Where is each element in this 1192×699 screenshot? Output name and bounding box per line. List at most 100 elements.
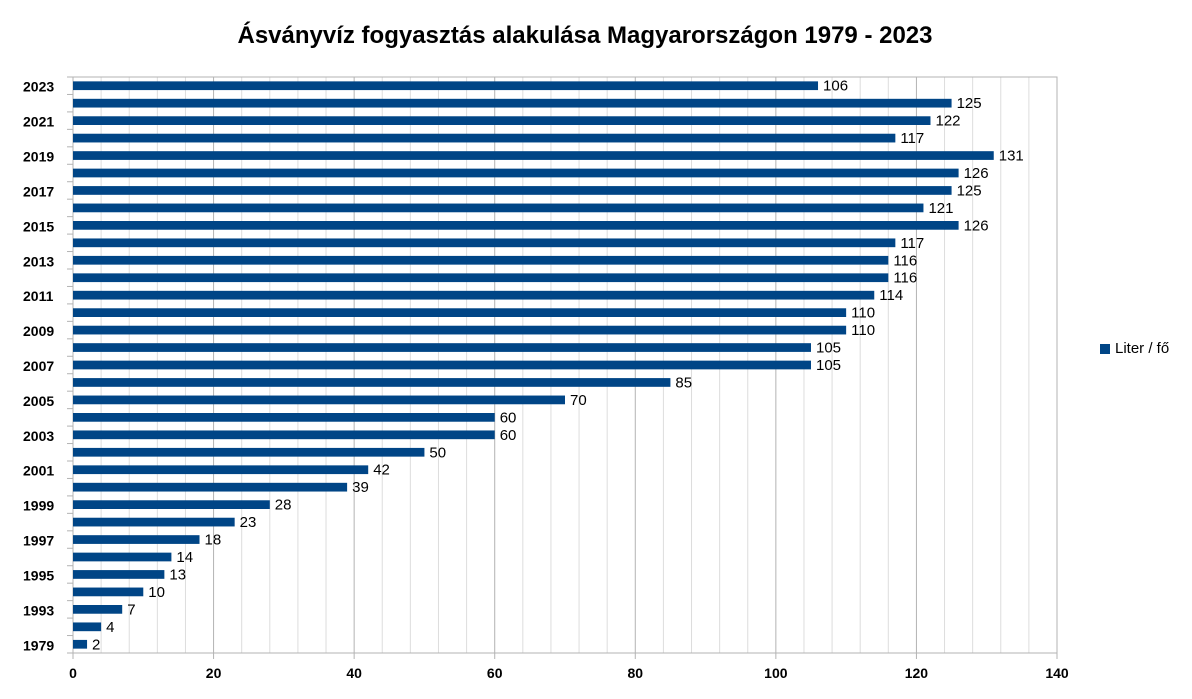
y-tick-label: 2023 — [23, 79, 54, 95]
y-tick-label: 2005 — [23, 393, 54, 409]
value-label: 18 — [205, 532, 222, 549]
x-tick-label: 140 — [1045, 665, 1069, 681]
bar — [73, 238, 896, 248]
x-tick-label: 20 — [206, 665, 222, 681]
value-label: 106 — [823, 78, 848, 95]
value-label: 122 — [935, 113, 960, 130]
chart-title: Ásványvíz fogyasztás alakulása Magyarors… — [237, 22, 933, 49]
y-tick-label: 2001 — [23, 463, 54, 479]
bar — [73, 500, 270, 509]
bar — [73, 203, 924, 213]
y-tick-label: 2019 — [23, 149, 54, 165]
value-label: 125 — [957, 182, 982, 199]
value-label: 131 — [999, 148, 1024, 165]
y-tick-label: 2011 — [23, 288, 54, 304]
value-label: 114 — [879, 287, 903, 304]
bar — [73, 360, 811, 370]
bar — [73, 133, 896, 143]
bar — [73, 447, 425, 457]
y-tick-label: 2017 — [23, 183, 54, 199]
value-label: 70 — [570, 392, 587, 409]
value-label: 110 — [851, 322, 875, 339]
bar — [73, 378, 671, 387]
value-label: 117 — [900, 130, 924, 147]
bar — [73, 255, 889, 265]
value-label: 50 — [429, 444, 446, 461]
value-label: 42 — [373, 462, 390, 479]
bar — [73, 151, 994, 160]
value-label: 105 — [816, 340, 841, 357]
y-tick-label: 1999 — [23, 498, 54, 514]
bar — [73, 81, 819, 91]
y-tick-label: 2013 — [23, 253, 54, 269]
bar — [73, 552, 172, 562]
legend: Liter / fő — [1100, 340, 1169, 357]
bar — [73, 570, 165, 579]
value-label: 85 — [675, 374, 692, 391]
y-tick-label: 2007 — [23, 358, 54, 374]
value-label: 10 — [148, 584, 165, 601]
bar — [73, 465, 369, 475]
value-label: 13 — [169, 566, 186, 583]
y-tick-label: 2021 — [23, 114, 54, 130]
value-label: 7 — [127, 601, 135, 618]
legend-label: Liter / fő — [1115, 340, 1170, 357]
y-axis-tick-labels: 2023 2021 2019 2017 2015 2013 2011 2009 2007 2005… — [23, 79, 54, 654]
legend-swatch — [1100, 343, 1110, 354]
bar — [73, 325, 847, 335]
value-label: 105 — [816, 357, 841, 374]
y-tick-label: 1993 — [23, 602, 54, 618]
bar — [73, 430, 495, 440]
value-label: 23 — [240, 514, 257, 531]
bar — [73, 482, 348, 492]
bar — [73, 413, 495, 422]
bar — [73, 535, 200, 544]
bar — [73, 98, 952, 108]
bar — [73, 290, 875, 300]
value-label: 110 — [851, 305, 875, 322]
value-label: 116 — [893, 252, 917, 269]
bar — [73, 395, 565, 405]
bar — [73, 343, 811, 352]
bar — [73, 587, 144, 597]
y-tick-label: 2003 — [23, 428, 54, 444]
value-labels: 1061251221171311261251211261171161161141… — [92, 78, 1024, 654]
value-label: 14 — [176, 549, 193, 566]
x-axis-tick-labels: 0 20 40 60 80 100 120 140 — [69, 665, 1069, 681]
value-label: 60 — [500, 427, 517, 444]
value-label: 121 — [928, 200, 953, 217]
value-label: 126 — [964, 165, 989, 182]
value-label: 4 — [106, 619, 114, 636]
bar — [73, 622, 102, 632]
bar — [73, 116, 931, 125]
x-tick-label: 100 — [764, 665, 788, 681]
bars — [73, 81, 994, 649]
y-tick-label: 1995 — [23, 567, 54, 583]
x-tick-label: 0 — [69, 665, 77, 681]
x-tick-label: 60 — [487, 665, 503, 681]
bar — [73, 308, 847, 317]
bar — [73, 186, 952, 195]
y-tick-label: 2015 — [23, 218, 54, 234]
bar — [73, 605, 123, 614]
y-tick-label: 1979 — [23, 637, 54, 653]
value-label: 116 — [893, 270, 917, 287]
y-tick-label: 1997 — [23, 533, 54, 549]
value-label: 126 — [964, 217, 989, 234]
x-tick-label: 40 — [346, 665, 362, 681]
value-label: 60 — [500, 409, 517, 426]
bar — [73, 168, 959, 178]
x-tick-label: 80 — [627, 665, 643, 681]
x-tick-label: 120 — [905, 665, 929, 681]
bar — [73, 273, 889, 283]
bar — [73, 517, 235, 527]
value-label: 125 — [957, 95, 982, 112]
value-label: 39 — [352, 479, 369, 496]
y-tick-label: 2009 — [23, 323, 54, 339]
value-label: 117 — [900, 235, 924, 252]
bar — [73, 221, 959, 230]
value-label: 2 — [92, 636, 100, 653]
value-label: 28 — [275, 497, 292, 514]
bar — [73, 639, 88, 649]
